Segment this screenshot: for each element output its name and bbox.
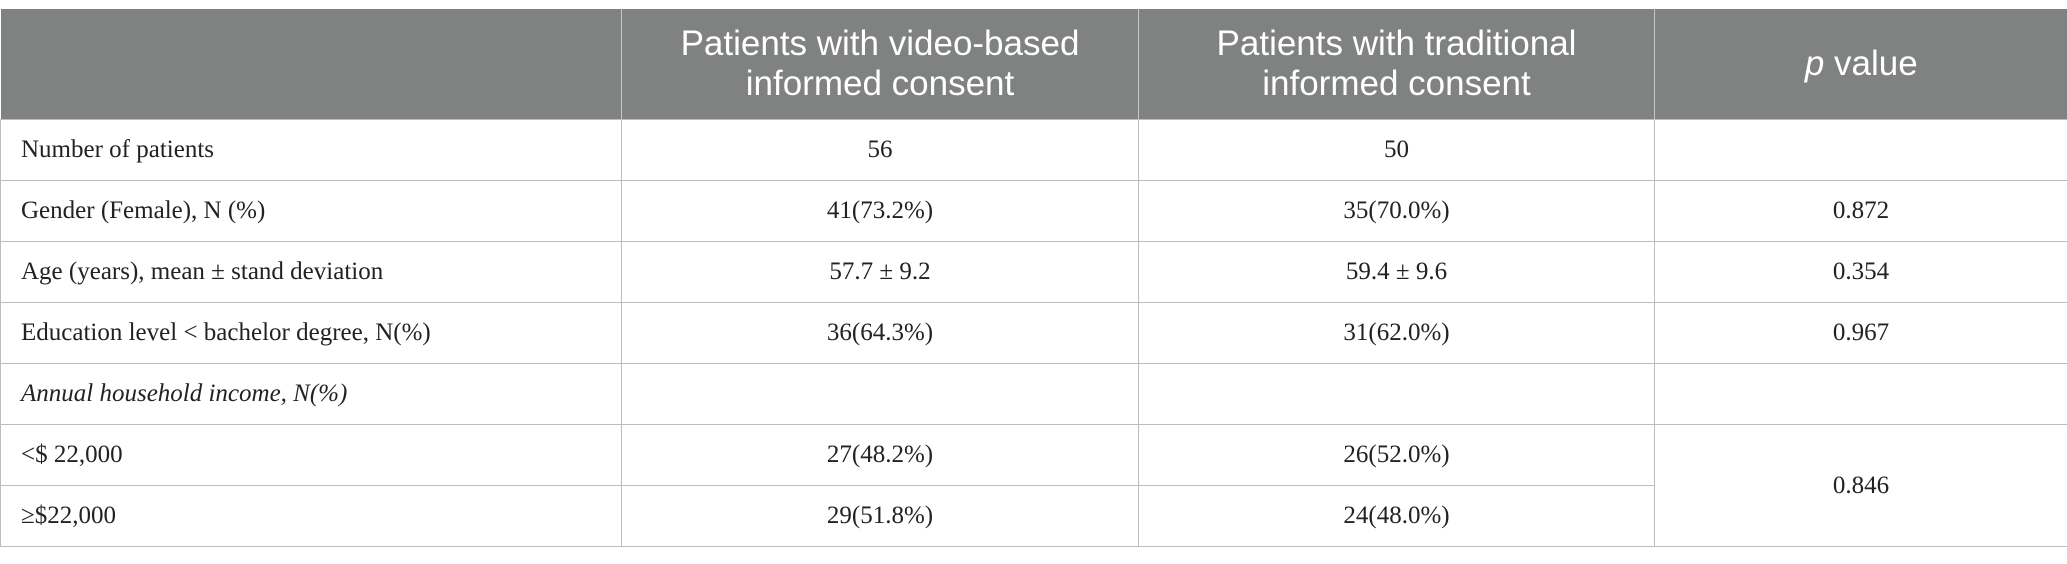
- data-table: Patients with video-based informed conse…: [0, 9, 2067, 547]
- cell: [621, 363, 1139, 425]
- label: ≥$22,000: [0, 485, 622, 547]
- cell: 0.354: [1654, 241, 2067, 303]
- row: Gender (Female), N (%) 41(73.2%) 35(70.0%)…: [0, 180, 2067, 242]
- row: Number of patients 56 50: [0, 119, 2067, 181]
- header-cell: Patients with traditional informed conse…: [1138, 9, 1655, 120]
- label: Age (years), mean ± stand deviation: [0, 241, 622, 303]
- cell: 29(51.8%): [621, 485, 1139, 547]
- row: Education level < bachelor degree, N(%) 3…: [0, 302, 2067, 364]
- cell: 36(64.3%): [621, 302, 1139, 364]
- label: Annual household income, N(%): [0, 363, 622, 425]
- label: Gender (Female), N (%): [0, 180, 622, 242]
- cell: 26(52.0%): [1138, 424, 1655, 486]
- header-cell: [0, 9, 622, 120]
- cell: 59.4 ± 9.6: [1138, 241, 1655, 303]
- header-italic: p: [1804, 44, 1825, 83]
- cell: [1138, 363, 1655, 425]
- cell: 31(62.0%): [1138, 302, 1655, 364]
- label: Number of patients: [0, 119, 622, 181]
- header-row: Patients with video-based informed conse…: [0, 9, 2067, 120]
- cell: 56: [621, 119, 1139, 181]
- cell: 50: [1138, 119, 1655, 181]
- row: Age (years), mean ± stand deviation 57.7 …: [0, 241, 2067, 303]
- row: <$ 22,000 27(48.2%) 26(52.0%) 0.846: [0, 424, 2067, 547]
- cell: 0.967: [1654, 302, 2067, 364]
- cell: 24(48.0%): [1138, 485, 1655, 547]
- header-cell: p value: [1654, 9, 2067, 120]
- cell: 0.846: [1654, 424, 2067, 547]
- header-text: value: [1834, 44, 1918, 83]
- cell: 57.7 ± 9.2: [621, 241, 1139, 303]
- row: Annual household income, N(%): [0, 363, 2067, 425]
- label: Education level < bachelor degree, N(%): [0, 302, 622, 364]
- label: <$ 22,000: [0, 424, 622, 486]
- cell: 0.872: [1654, 180, 2067, 242]
- row: ≥$22,000 29(51.8%) 24(48.0%): [0, 485, 2067, 547]
- cell: 27(48.2%): [621, 424, 1139, 486]
- cell: [1654, 119, 2067, 181]
- cell: [1654, 363, 2067, 425]
- cell: 35(70.0%): [1138, 180, 1655, 242]
- cell: 41(73.2%): [621, 180, 1139, 242]
- header-cell: Patients with video-based informed conse…: [621, 9, 1139, 120]
